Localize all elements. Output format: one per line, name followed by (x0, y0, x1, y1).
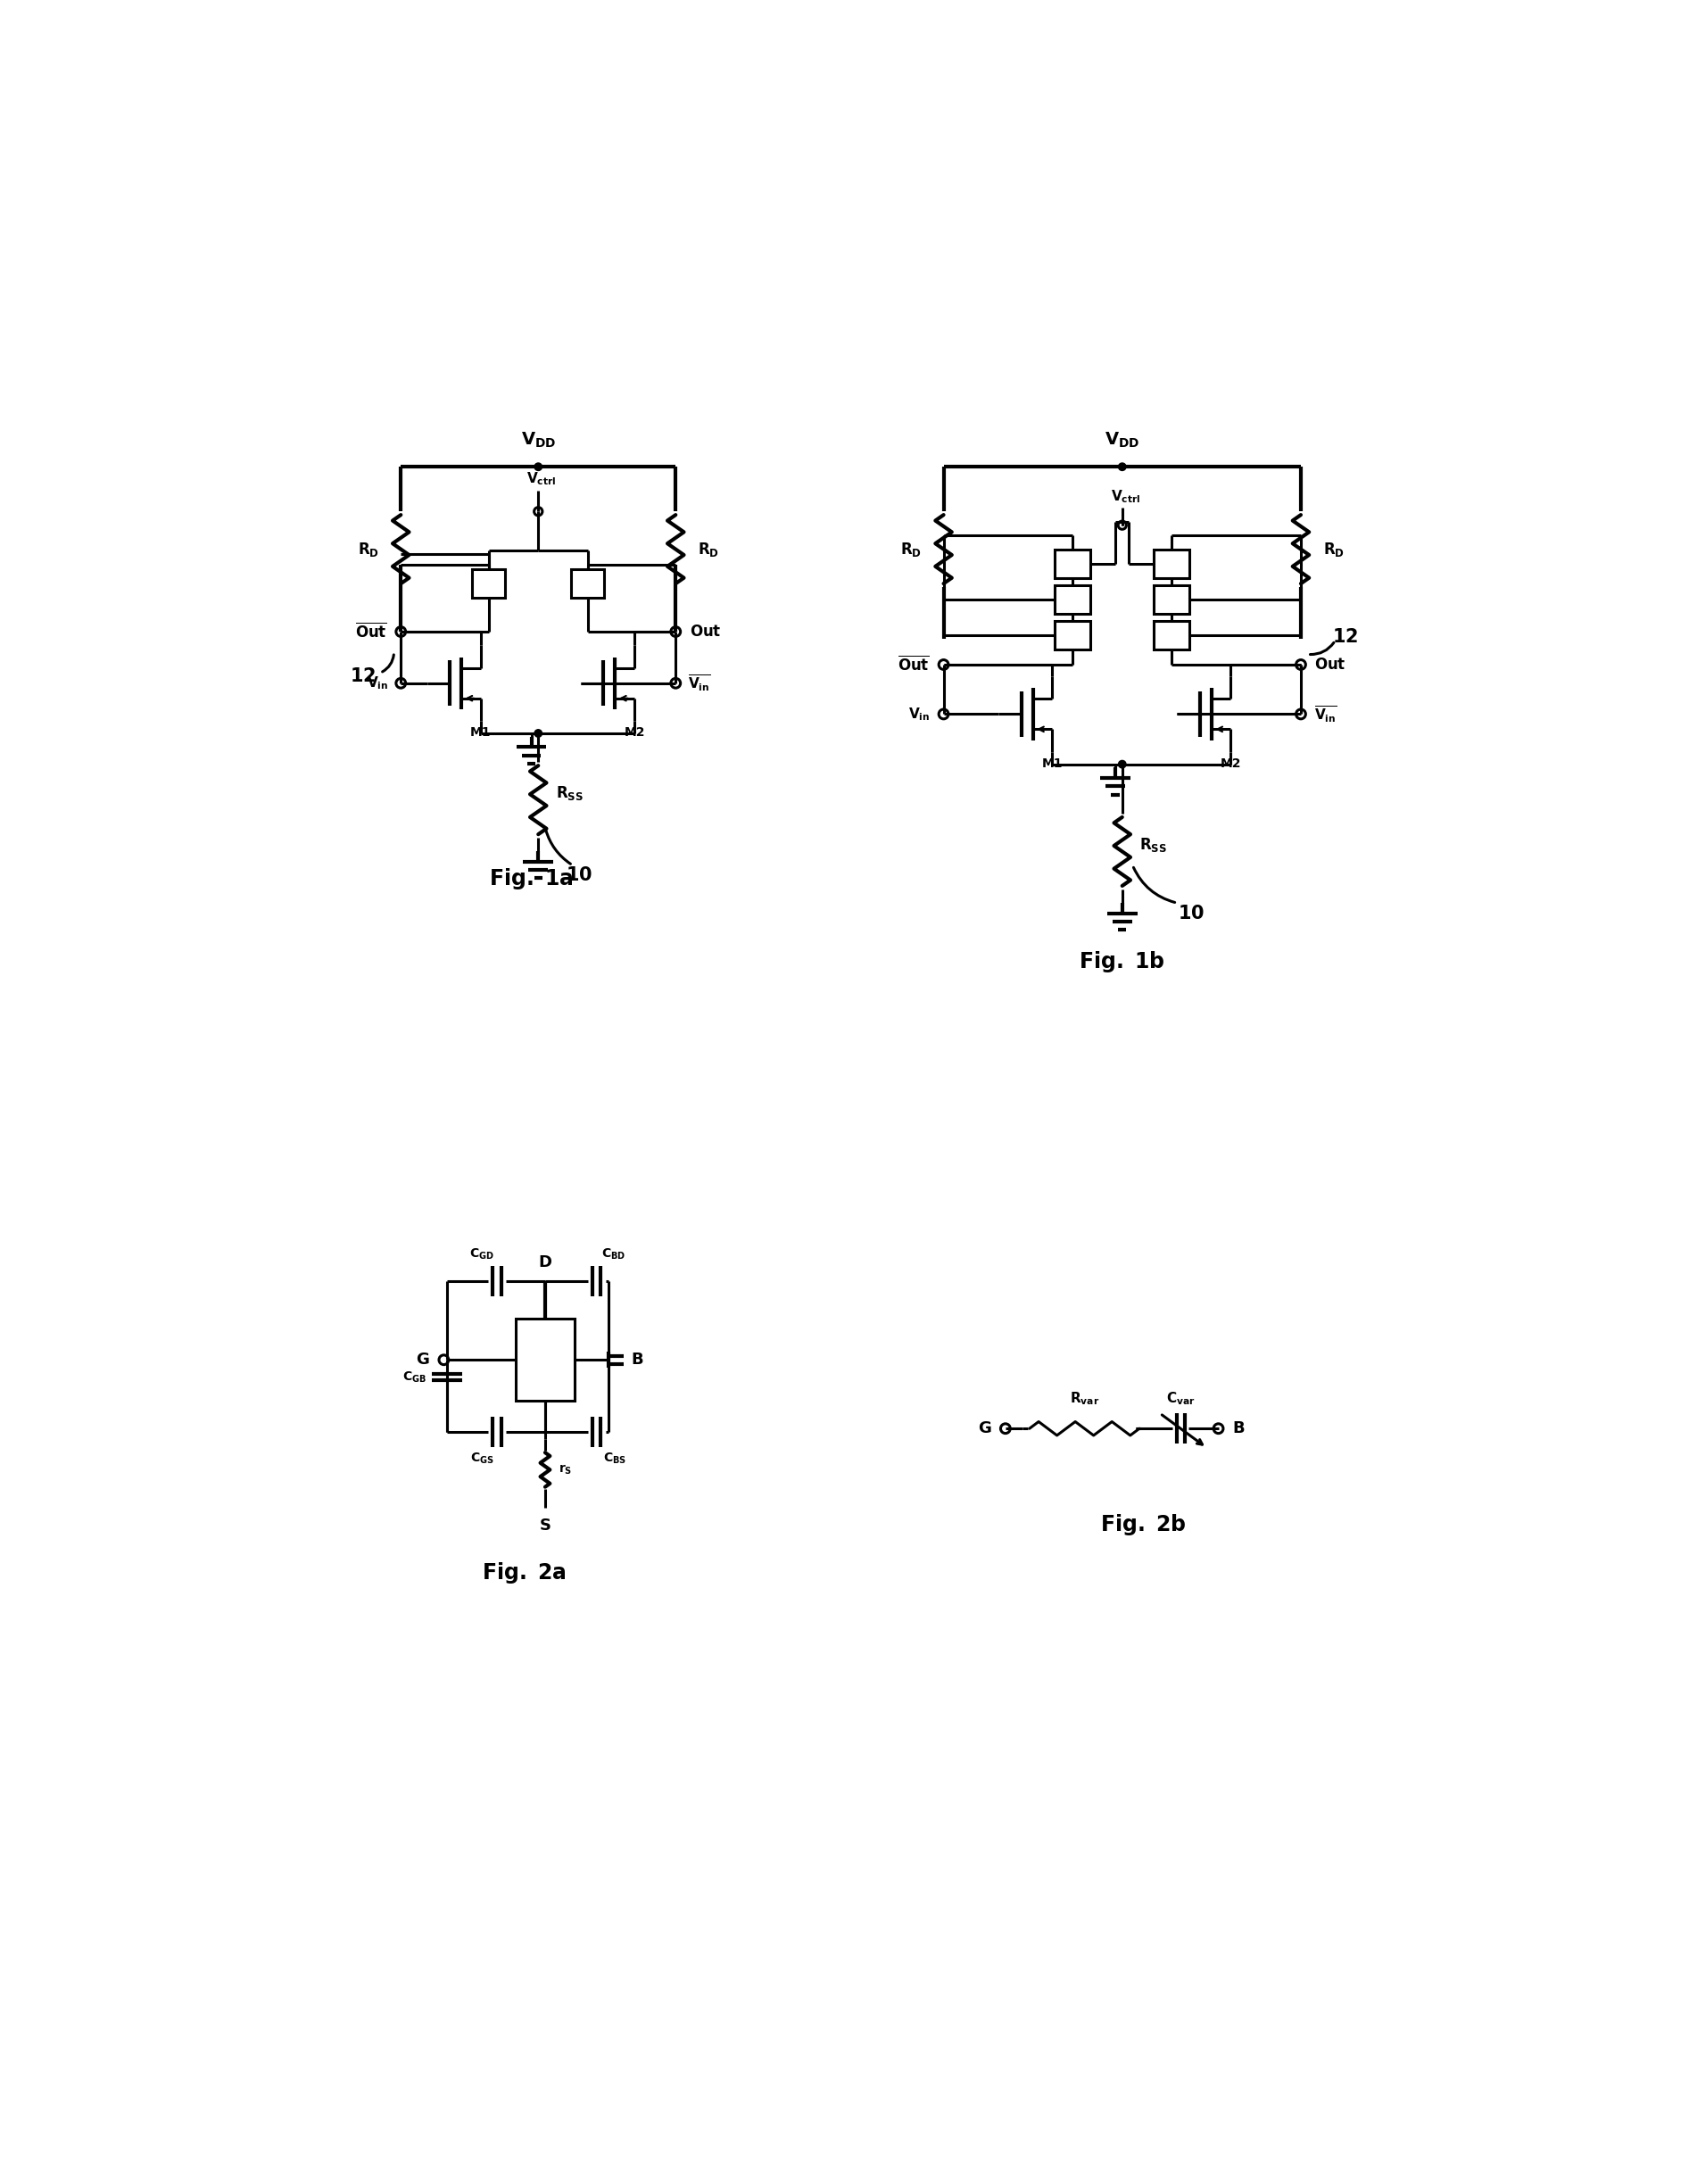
Text: $\mathbf{R_{var}}$: $\mathbf{R_{var}}$ (1069, 1389, 1100, 1406)
Text: $\mathbf{P5}$: $\mathbf{P5}$ (1064, 557, 1081, 570)
Text: $\mathbf{C_{GD}}$: $\mathbf{C_{GD}}$ (470, 1247, 495, 1262)
Bar (1056, 620, 1091, 649)
Text: $\mathbf{C_{GB}}$: $\mathbf{C_{GB}}$ (402, 1369, 427, 1385)
Text: $\mathbf{10}$: $\mathbf{10}$ (1177, 904, 1204, 922)
Text: $\mathbf{M1}$: $\mathbf{M1}$ (534, 1352, 557, 1367)
Circle shape (534, 729, 542, 738)
Bar (1154, 548, 1189, 579)
Text: $\mathbf{D}$: $\mathbf{D}$ (539, 1254, 552, 1271)
Text: $\mathbf{V_{in}}$: $\mathbf{V_{in}}$ (367, 675, 388, 692)
Text: $\mathbf{G}$: $\mathbf{G}$ (978, 1420, 991, 1437)
Text: $\mathbf{S}$: $\mathbf{S}$ (539, 1518, 551, 1533)
Text: M1: M1 (470, 727, 491, 738)
Text: $\mathbf{V_{DD}}$: $\mathbf{V_{DD}}$ (1105, 430, 1140, 450)
Text: $\mathbf{V_{ctrl}}$: $\mathbf{V_{ctrl}}$ (527, 472, 557, 487)
Text: $\mathbf{P1}$: $\mathbf{P1}$ (480, 579, 497, 590)
Text: $\mathbf{Fig.\ 2a}$: $\mathbf{Fig.\ 2a}$ (481, 1559, 568, 1586)
Bar (1154, 585, 1189, 614)
Bar (1056, 585, 1091, 614)
Text: $\mathbf{P2}$: $\mathbf{P2}$ (579, 579, 596, 590)
Text: $\mathbf{\overline{V_{in}}}$: $\mathbf{\overline{V_{in}}}$ (1314, 703, 1338, 725)
Text: $\mathbf{12}$: $\mathbf{12}$ (350, 668, 377, 686)
Text: $\mathbf{R_{SS}}$: $\mathbf{R_{SS}}$ (1140, 836, 1167, 854)
Text: $\mathbf{Out}$: $\mathbf{Out}$ (1314, 657, 1346, 673)
Bar (571, 570, 605, 598)
Text: $\mathbf{P2}$: $\mathbf{P2}$ (1164, 629, 1181, 640)
Text: $\mathbf{C_{BS}}$: $\mathbf{C_{BS}}$ (603, 1450, 627, 1465)
Text: $\mathbf{R_D}$: $\mathbf{R_D}$ (900, 539, 922, 559)
Text: $\mathbf{P6}$: $\mathbf{P6}$ (1164, 557, 1181, 570)
Text: $\mathbf{10}$: $\mathbf{10}$ (566, 867, 593, 885)
Text: $\mathbf{Out}$: $\mathbf{Out}$ (689, 625, 721, 640)
Text: $\mathbf{R_{SS}}$: $\mathbf{R_{SS}}$ (556, 784, 583, 802)
Text: $\mathbf{G}$: $\mathbf{G}$ (415, 1352, 431, 1367)
Text: $\mathbf{\overline{Out}}$: $\mathbf{\overline{Out}}$ (355, 622, 387, 642)
Bar (1154, 620, 1189, 649)
Text: $\mathbf{C_{BD}}$: $\mathbf{C_{BD}}$ (601, 1247, 627, 1262)
Circle shape (1118, 463, 1127, 470)
Text: M2: M2 (1219, 758, 1241, 769)
Text: M1: M1 (1042, 758, 1062, 769)
Text: $\mathbf{V_{DD}}$: $\mathbf{V_{DD}}$ (520, 430, 556, 450)
Text: $\mathbf{r_S}$: $\mathbf{r_S}$ (559, 1463, 573, 1476)
Text: $\mathbf{Fig.\ 1a}$: $\mathbf{Fig.\ 1a}$ (490, 867, 574, 891)
Text: $\mathbf{B}$: $\mathbf{B}$ (1233, 1420, 1245, 1437)
Text: $\mathbf{P1}$: $\mathbf{P1}$ (1064, 629, 1081, 640)
Text: $\mathbf{R_D}$: $\mathbf{R_D}$ (698, 539, 720, 559)
Bar (473, 570, 505, 598)
Text: $\mathbf{R_D}$: $\mathbf{R_D}$ (1322, 539, 1344, 559)
Bar (515, 1319, 574, 1402)
Text: $\mathbf{C_{GS}}$: $\mathbf{C_{GS}}$ (470, 1450, 493, 1465)
Text: $\mathbf{B}$: $\mathbf{B}$ (630, 1352, 644, 1367)
Text: M2: M2 (623, 727, 645, 738)
Text: $\mathbf{\overline{Out}}$: $\mathbf{\overline{Out}}$ (899, 655, 931, 675)
Text: $\mathbf{R_D}$: $\mathbf{R_D}$ (358, 539, 378, 559)
Text: $\mathbf{C_{var}}$: $\mathbf{C_{var}}$ (1165, 1389, 1196, 1406)
Text: $\mathbf{V_{in}}$: $\mathbf{V_{in}}$ (909, 705, 931, 723)
Text: $\mathbf{P4}$: $\mathbf{P4}$ (1164, 594, 1181, 605)
Circle shape (1118, 760, 1127, 769)
Text: $\mathbf{\overline{V_{in}}}$: $\mathbf{\overline{V_{in}}}$ (687, 673, 711, 692)
Circle shape (534, 463, 542, 470)
Bar (1056, 548, 1091, 579)
Text: $\mathbf{Fig.\ 2b}$: $\mathbf{Fig.\ 2b}$ (1100, 1511, 1186, 1538)
Text: $\mathbf{V_{ctrl}}$: $\mathbf{V_{ctrl}}$ (1111, 487, 1140, 505)
Text: $\mathbf{12}$: $\mathbf{12}$ (1333, 629, 1358, 646)
Text: $\mathbf{P3}$: $\mathbf{P3}$ (1064, 594, 1081, 605)
Text: $\mathbf{Fig.\ 1b}$: $\mathbf{Fig.\ 1b}$ (1079, 948, 1165, 974)
